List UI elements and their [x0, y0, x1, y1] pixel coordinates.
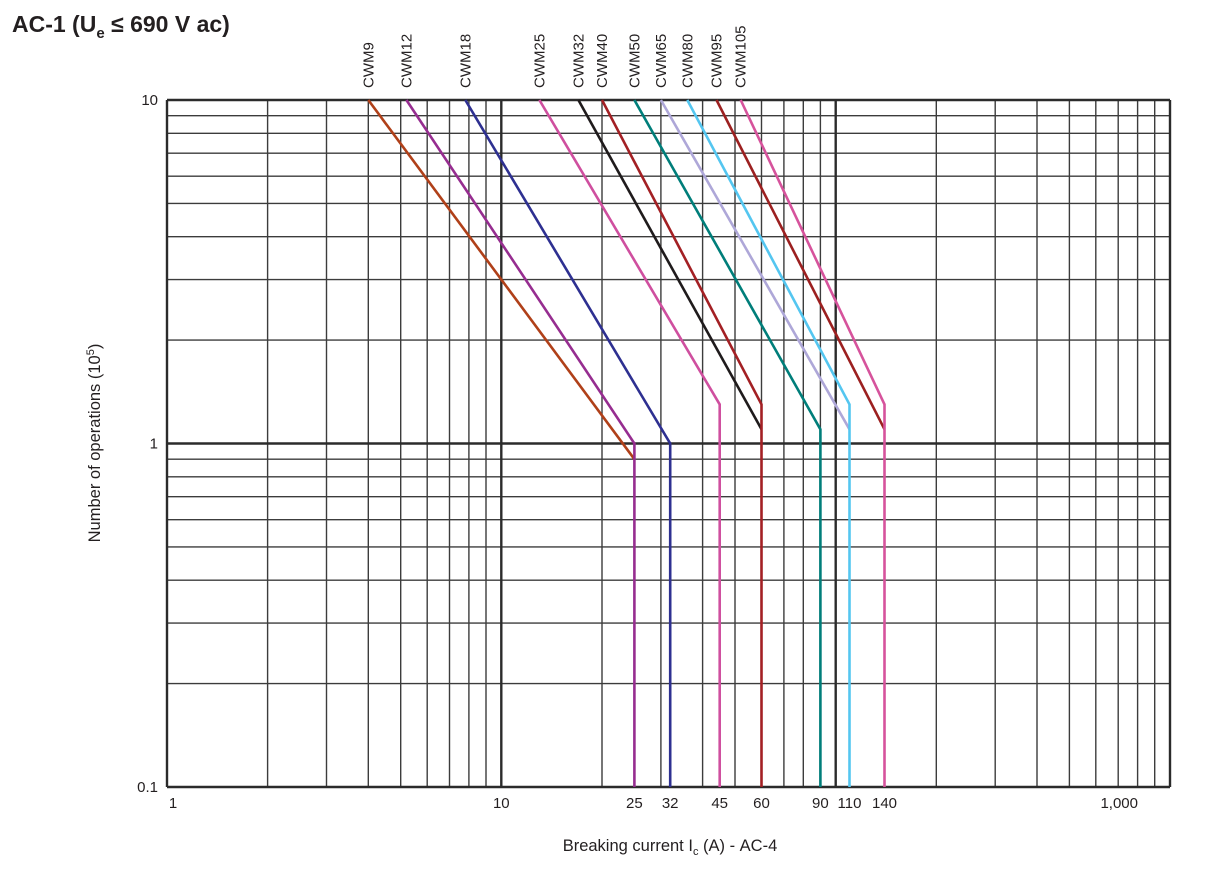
x-tick-labels: 1 10 25 32 45 60 90 110 140 1,000 — [169, 795, 1138, 812]
curve-label-cwm95: CWM95 — [709, 34, 726, 88]
curve-label-cwm18: CWM18 — [457, 34, 474, 88]
x-tick-25: 25 — [626, 795, 643, 812]
curve-label-cwm40: CWM40 — [594, 34, 611, 88]
curve-cwm32 — [577, 99, 763, 430]
curve-cwm95 — [715, 99, 886, 430]
curve-label-cwm25: CWM25 — [531, 34, 548, 88]
curve-label-cwm105: CWM105 — [733, 25, 750, 88]
curve-cwm105 — [739, 99, 886, 787]
curve-cwm50 — [633, 99, 822, 787]
curve-label-cwm80: CWM80 — [679, 34, 696, 88]
curve-cwm80 — [686, 99, 851, 787]
curve-label-cwm50: CWM50 — [626, 34, 643, 88]
curve-labels: CWM9 CWM12 CWM18 CWM25 CWM32 CWM40 CWM50 CWM65 C… — [360, 25, 749, 88]
curve-cwm25 — [538, 99, 721, 787]
x-tick-110: 110 — [838, 795, 862, 812]
curve-label-cwm12: CWM12 — [398, 34, 415, 88]
y-tick-labels: 10 1 0.1 — [137, 92, 158, 796]
x-tick-90: 90 — [812, 795, 829, 812]
y-axis-title: Number of operations (105) — [85, 344, 104, 543]
x-tick-1: 1 — [169, 795, 177, 812]
curve-label-cwm32: CWM32 — [570, 34, 587, 88]
curve-cwm18 — [464, 99, 672, 787]
grid — [165, 98, 1172, 789]
y-tick-1: 1 — [150, 436, 158, 453]
chart-title: AC-1 (Ue ≤ 690 V ac) — [12, 11, 230, 42]
y-tick-10: 10 — [141, 92, 158, 109]
curve-label-cwm9: CWM9 — [360, 42, 377, 88]
curve-cwm9 — [367, 99, 636, 460]
x-tick-60: 60 — [753, 795, 770, 812]
x-tick-45: 45 — [711, 795, 728, 812]
curve-cwm12 — [405, 99, 636, 787]
x-tick-140: 140 — [872, 795, 897, 812]
x-tick-1,000: 1,000 — [1100, 795, 1138, 812]
x-tick-10: 10 — [493, 795, 510, 812]
curves — [367, 99, 886, 787]
curve-label-cwm65: CWM65 — [653, 34, 670, 88]
curve-cwm40 — [600, 99, 763, 787]
x-tick-32: 32 — [662, 795, 679, 812]
y-tick-0.1: 0.1 — [137, 779, 158, 796]
curve-cwm65 — [659, 99, 851, 430]
x-axis-title: Breaking current Ic (A) - AC-4 — [563, 837, 778, 858]
